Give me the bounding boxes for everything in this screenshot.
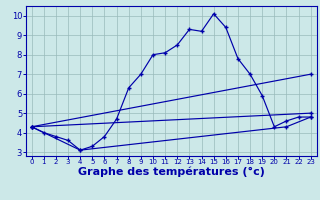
X-axis label: Graphe des températures (°c): Graphe des températures (°c): [78, 167, 265, 177]
